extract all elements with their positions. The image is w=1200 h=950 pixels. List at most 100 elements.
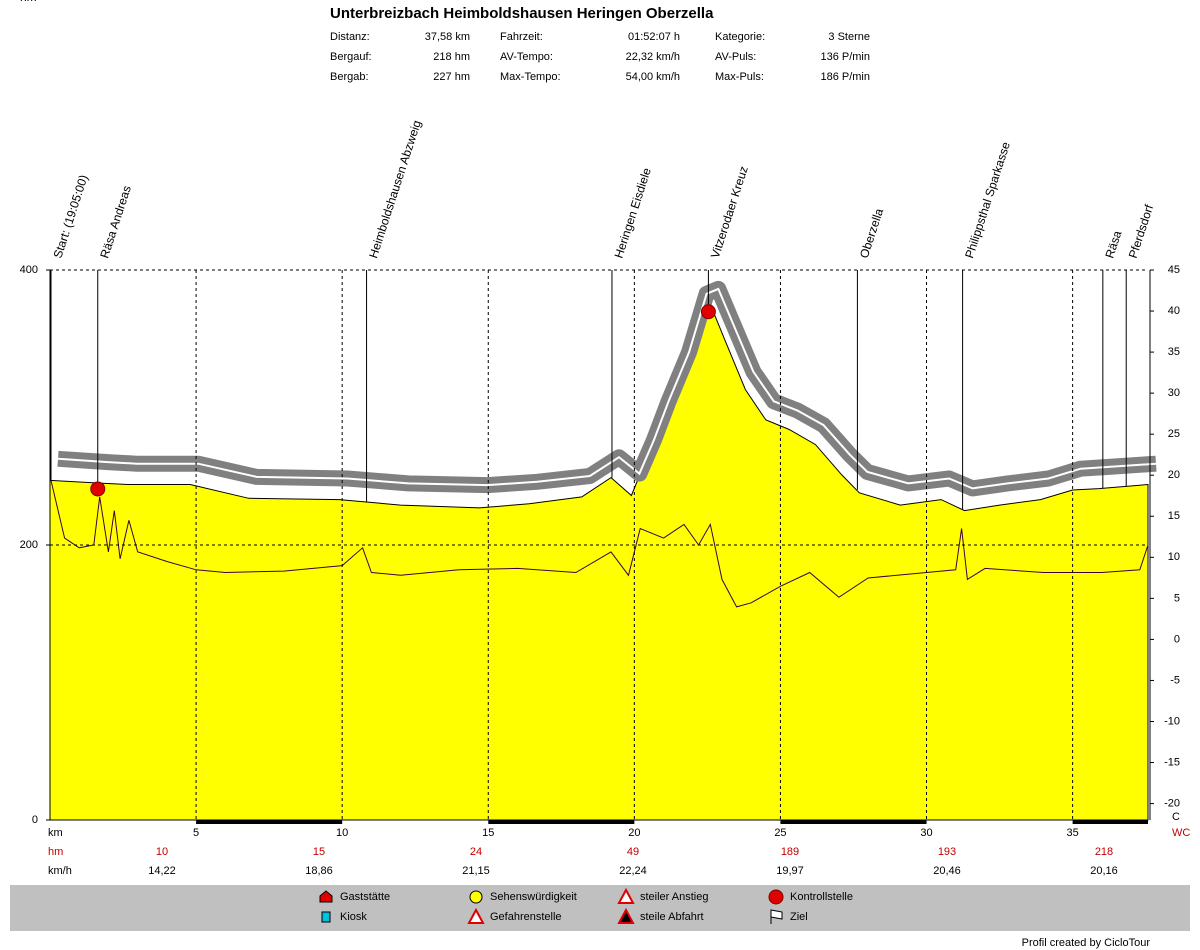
stop-icon <box>90 481 106 497</box>
icon <box>768 889 784 905</box>
waypoint-label: Räsa Andreas <box>97 184 134 260</box>
stat-value: 37,58 km <box>425 31 470 43</box>
icon <box>617 887 635 904</box>
stat-label: Max-Tempo: <box>500 71 561 83</box>
y2-tick-label: 20 <box>1168 469 1180 481</box>
x-tick-label: 10 <box>336 827 348 839</box>
km-bar <box>1072 820 1148 824</box>
waypoint-label: Heringen Eisdiele <box>612 166 654 260</box>
segment-kmh: 18,86 <box>305 865 333 877</box>
segment-kmh: 20,46 <box>933 865 961 877</box>
stat-label: Bergab: <box>330 71 369 83</box>
temperature-band <box>57 280 1157 497</box>
legend-label: Sehenswürdigkeit <box>490 891 577 903</box>
segment-hm: 193 <box>938 846 956 858</box>
elevation-area <box>49 303 1149 821</box>
stat-value: 186 P/min <box>820 71 870 83</box>
icon <box>469 890 483 904</box>
segment-hm: 10 <box>156 846 168 858</box>
y2-label: C <box>1172 811 1180 823</box>
legend-label: Gefahrenstelle <box>490 911 562 923</box>
band-inner <box>57 287 1157 490</box>
legend-label: steiler Anstieg <box>640 891 708 903</box>
icon <box>770 909 783 924</box>
x-tick-label: 25 <box>774 827 786 839</box>
segment-kmh: 14,22 <box>148 865 176 877</box>
y2-tick-label: -15 <box>1164 756 1180 768</box>
segment-kmh: 19,97 <box>776 865 804 877</box>
legend-label: Ziel <box>790 911 808 923</box>
y-tick-label: 400 <box>20 264 38 276</box>
segment-hm: 24 <box>470 846 482 858</box>
segment-kmh: 20,16 <box>1090 865 1118 877</box>
legend-box <box>10 885 1190 931</box>
legend-label: Kontrollstelle <box>790 891 853 903</box>
stat-value: 3 Sterne <box>828 31 870 43</box>
x-tick-label: 5 <box>193 827 199 839</box>
stat-label: Bergauf: <box>330 51 372 63</box>
y2-tick-label: 45 <box>1168 264 1180 276</box>
waypoint-label: Oberzella <box>857 206 886 259</box>
kmh-row-label: km/h <box>48 865 72 877</box>
waypoint-label: Philippsthal Sparkasse <box>962 140 1013 260</box>
waypoint-label: Heimboldshausen Abzweig <box>366 119 424 260</box>
y2-tick-label: -10 <box>1164 715 1180 727</box>
stat-value: 227 hm <box>433 71 470 83</box>
stat-label: Fahrzeit: <box>500 31 543 43</box>
segment-kmh: 22,24 <box>619 865 647 877</box>
y2-tick-label: 10 <box>1168 551 1180 563</box>
km-bar <box>196 820 343 824</box>
y2-tick-label: -20 <box>1164 797 1180 809</box>
waypoint-label: Pferdsdorf <box>1126 202 1157 260</box>
km-bar <box>488 820 635 824</box>
stat-value: 218 hm <box>433 51 470 63</box>
y-tick-label: 200 <box>20 539 38 551</box>
x-tick-label: 35 <box>1066 827 1078 839</box>
waypoint-label: Vitzerodaer Kreuz <box>708 164 751 259</box>
segment-hm: 189 <box>781 846 799 858</box>
segment-hm: 49 <box>627 846 639 858</box>
y2-tick-label: 25 <box>1168 428 1180 440</box>
icon <box>319 890 333 903</box>
stat-value: 54,00 km/h <box>626 71 680 83</box>
legend-label: Kiosk <box>340 911 367 923</box>
icon <box>467 907 485 924</box>
stat-label: AV-Tempo: <box>500 51 553 63</box>
x-tick-label: 20 <box>628 827 640 839</box>
y2-tick-label: 0 <box>1174 633 1180 645</box>
hm-row-label: hm <box>48 846 63 858</box>
x-label: km <box>48 827 63 839</box>
segment-hm: 218 <box>1095 846 1113 858</box>
band-outer <box>57 280 1157 497</box>
stat-label: Max-Puls: <box>715 71 764 83</box>
legend-label: steile Abfahrt <box>640 911 704 923</box>
x-tick-label: 15 <box>482 827 494 839</box>
y2-tick-label: 5 <box>1174 592 1180 604</box>
segment-hm: 15 <box>313 846 325 858</box>
stat-label: Kategorie: <box>715 31 765 43</box>
icon <box>321 911 331 923</box>
km-bar <box>780 820 927 824</box>
y-tick-label: 0 <box>32 814 38 826</box>
line <box>49 476 1149 608</box>
icon <box>617 907 635 924</box>
stat-label: Distanz: <box>330 31 370 43</box>
stat-value: 22,32 km/h <box>626 51 680 63</box>
waypoint-label: Räsa <box>1102 229 1124 260</box>
stat-value: 136 P/min <box>820 51 870 63</box>
footer: Profil created by CicloTour <box>1022 937 1151 949</box>
stat-value: 01:52:07 h <box>628 31 680 43</box>
y2-tick-label: 40 <box>1168 305 1180 317</box>
waypoint-label: Start: (19:05:00) <box>51 173 91 260</box>
y2-tick-label: 30 <box>1168 387 1180 399</box>
segment-kmh: 21,15 <box>462 865 490 877</box>
y2-tick-label: 15 <box>1168 510 1180 522</box>
stat-label: AV-Puls: <box>715 51 756 63</box>
stop-icon <box>700 304 716 320</box>
y2-label-extra: WC <box>1172 827 1190 839</box>
corner-label: hm <box>20 0 37 4</box>
title: Unterbreizbach Heimboldshausen Heringen … <box>330 5 714 22</box>
x-tick-label: 30 <box>920 827 932 839</box>
y2-tick-label: 35 <box>1168 346 1180 358</box>
